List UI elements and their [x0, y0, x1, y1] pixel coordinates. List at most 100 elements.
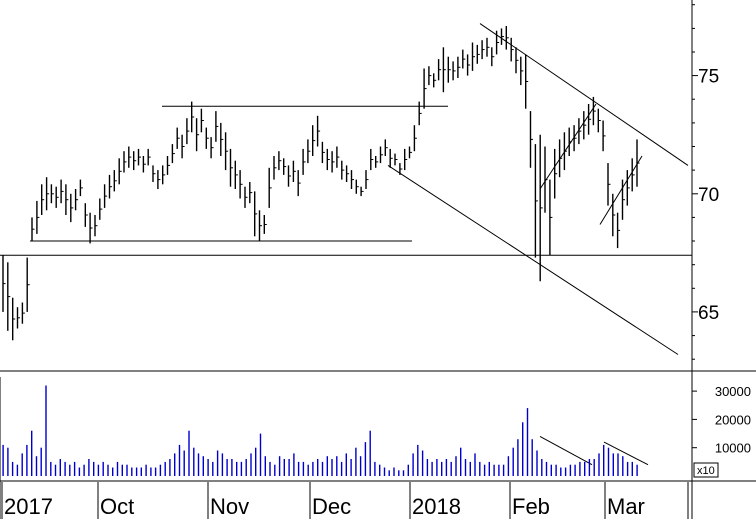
volume-bar [54, 464, 57, 476]
volume-bar [88, 459, 90, 476]
volume-bar [331, 459, 333, 476]
volume-bar [522, 422, 524, 476]
volume-bar [436, 459, 438, 476]
month-label: 2017 [4, 494, 53, 519]
volume-bar [21, 453, 23, 476]
volume-bar [398, 470, 400, 476]
volume-bar [178, 444, 181, 476]
volume-bar [269, 461, 271, 476]
volume-bar [607, 447, 610, 476]
volume-bar [126, 464, 128, 476]
volume-bar [464, 459, 467, 476]
volume-bar [302, 461, 305, 476]
volume-bar [498, 464, 500, 476]
volume-bar [288, 459, 290, 476]
volume-bar [469, 461, 471, 476]
volume-bars [2, 385, 638, 476]
trend-line [479, 23, 689, 166]
volume-tick-label: 20000 [715, 412, 751, 427]
volume-bar [159, 464, 162, 476]
volume-bar [264, 456, 266, 476]
volume-bar [278, 456, 281, 476]
volume-bar [584, 461, 586, 476]
volume-bar [622, 456, 624, 476]
volume-bar [617, 453, 619, 476]
volume-bar [560, 467, 562, 476]
volume-bar [564, 467, 567, 476]
price-bars [2, 26, 640, 341]
volume-bar [121, 464, 123, 476]
volume-bar [541, 459, 543, 476]
trend-line [387, 164, 679, 355]
volume-bar [550, 464, 552, 476]
volume-bar [460, 447, 462, 476]
volume-bar [455, 456, 457, 476]
trend-line [599, 155, 643, 225]
volume-bar [11, 461, 14, 476]
volume-bar [359, 456, 362, 476]
volume-bar [364, 442, 367, 476]
volume-bar [450, 461, 452, 476]
volume-bar [307, 464, 309, 476]
volume-bar [545, 461, 548, 476]
volume-bar [78, 467, 81, 476]
volume-bar [93, 461, 95, 476]
volume-unit-box [693, 462, 719, 478]
volume-tick-label: 10000 [715, 441, 751, 456]
volume-bar [112, 467, 114, 476]
volume-bar [116, 461, 119, 476]
price-tick-label: 75 [698, 67, 719, 88]
month-label: Mar [607, 494, 645, 519]
month-label: Oct [100, 494, 134, 519]
axis-labels: 65 70 75 10000 20000 30000 x10 2017 Oct Nov Dec 201… [4, 67, 751, 519]
volume-bar [183, 450, 185, 476]
trend-lines [0, 23, 692, 466]
volume-bar [274, 464, 276, 476]
volume-bar [293, 453, 295, 476]
volume-bar [479, 461, 481, 476]
month-label: Dec [312, 494, 351, 519]
volume-bar [431, 461, 433, 476]
volume-bar [207, 459, 209, 476]
volume-bar [588, 459, 591, 476]
volume-bar [40, 447, 42, 476]
trend-line [539, 103, 597, 190]
volume-bar [340, 461, 343, 476]
volume-bar [202, 456, 204, 476]
volume-bar [412, 453, 414, 476]
volume-bar [355, 447, 357, 476]
volume-bar [145, 464, 147, 476]
volume-bar [7, 447, 9, 476]
volume-bar [131, 467, 133, 476]
volume-bar [612, 453, 614, 476]
volume-bar [441, 461, 443, 476]
volume-bar [250, 453, 252, 476]
volume-bar [140, 467, 142, 476]
volume-bar [393, 467, 395, 476]
volume-bar [388, 470, 390, 476]
volume-bar [383, 467, 386, 476]
volume-bar [407, 464, 409, 476]
volume-bar [369, 430, 371, 476]
price-tick-label: 65 [698, 303, 719, 324]
volume-bar [626, 461, 629, 476]
volume-trend-line [539, 435, 593, 466]
volume-bar [445, 459, 448, 476]
volume-bar [26, 444, 28, 476]
volume-bar [31, 430, 33, 476]
volume-bar [493, 464, 495, 476]
volume-bar [374, 461, 376, 476]
volume-bar [336, 456, 338, 476]
volume-bar [417, 444, 419, 476]
volume-bar [297, 461, 300, 476]
volume-bar [221, 453, 224, 476]
volume-trend-line [603, 441, 649, 466]
volume-bar [579, 461, 581, 476]
volume-bar [631, 461, 633, 476]
volume-bar [226, 459, 228, 476]
volume-bar [45, 385, 47, 476]
volume-bar [483, 464, 486, 476]
volume-bar [169, 459, 171, 476]
volume-bar [64, 461, 66, 476]
